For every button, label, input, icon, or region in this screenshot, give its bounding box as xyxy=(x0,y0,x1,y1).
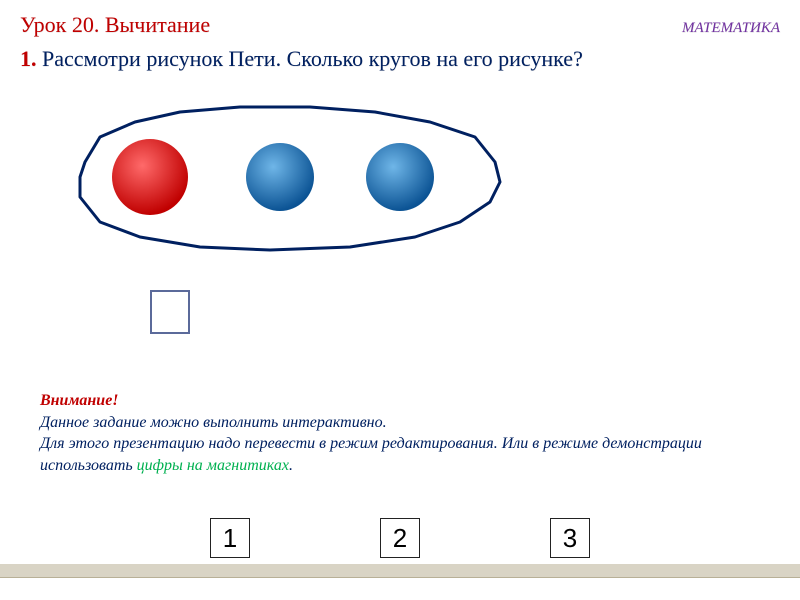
header: Урок 20. Вычитание МАТЕМАТИКА xyxy=(20,12,780,38)
subject-label: МАТЕМАТИКА xyxy=(682,20,780,37)
slide: Урок 20. Вычитание МАТЕМАТИКА 1. Рассмот… xyxy=(0,0,800,600)
circle-2 xyxy=(246,143,314,211)
notice: Внимание! Данное задание можно выполнить… xyxy=(40,390,760,476)
magnet-2[interactable]: 2 xyxy=(380,518,420,558)
task-number: 1. xyxy=(20,46,37,71)
magnet-row: 1 2 3 xyxy=(0,518,800,558)
notice-highlight: цифры на магнитиках xyxy=(137,457,289,474)
notice-line2c: . xyxy=(289,457,293,474)
diagram-svg xyxy=(40,82,540,282)
answer-box[interactable] xyxy=(150,290,190,334)
magnet-3[interactable]: 3 xyxy=(550,518,590,558)
circle-3 xyxy=(366,143,434,211)
notice-title: Внимание! xyxy=(40,392,119,409)
lesson-title: Урок 20. Вычитание xyxy=(20,12,210,38)
diagram xyxy=(40,82,540,282)
circle-1 xyxy=(112,139,188,215)
ground-bar xyxy=(0,564,800,578)
magnet-1[interactable]: 1 xyxy=(210,518,250,558)
notice-line1: Данное задание можно выполнить интеракти… xyxy=(40,414,387,431)
task-text: 1. Рассмотри рисунок Пети. Сколько круго… xyxy=(20,46,780,72)
task-body: Рассмотри рисунок Пети. Сколько кругов н… xyxy=(37,46,583,71)
